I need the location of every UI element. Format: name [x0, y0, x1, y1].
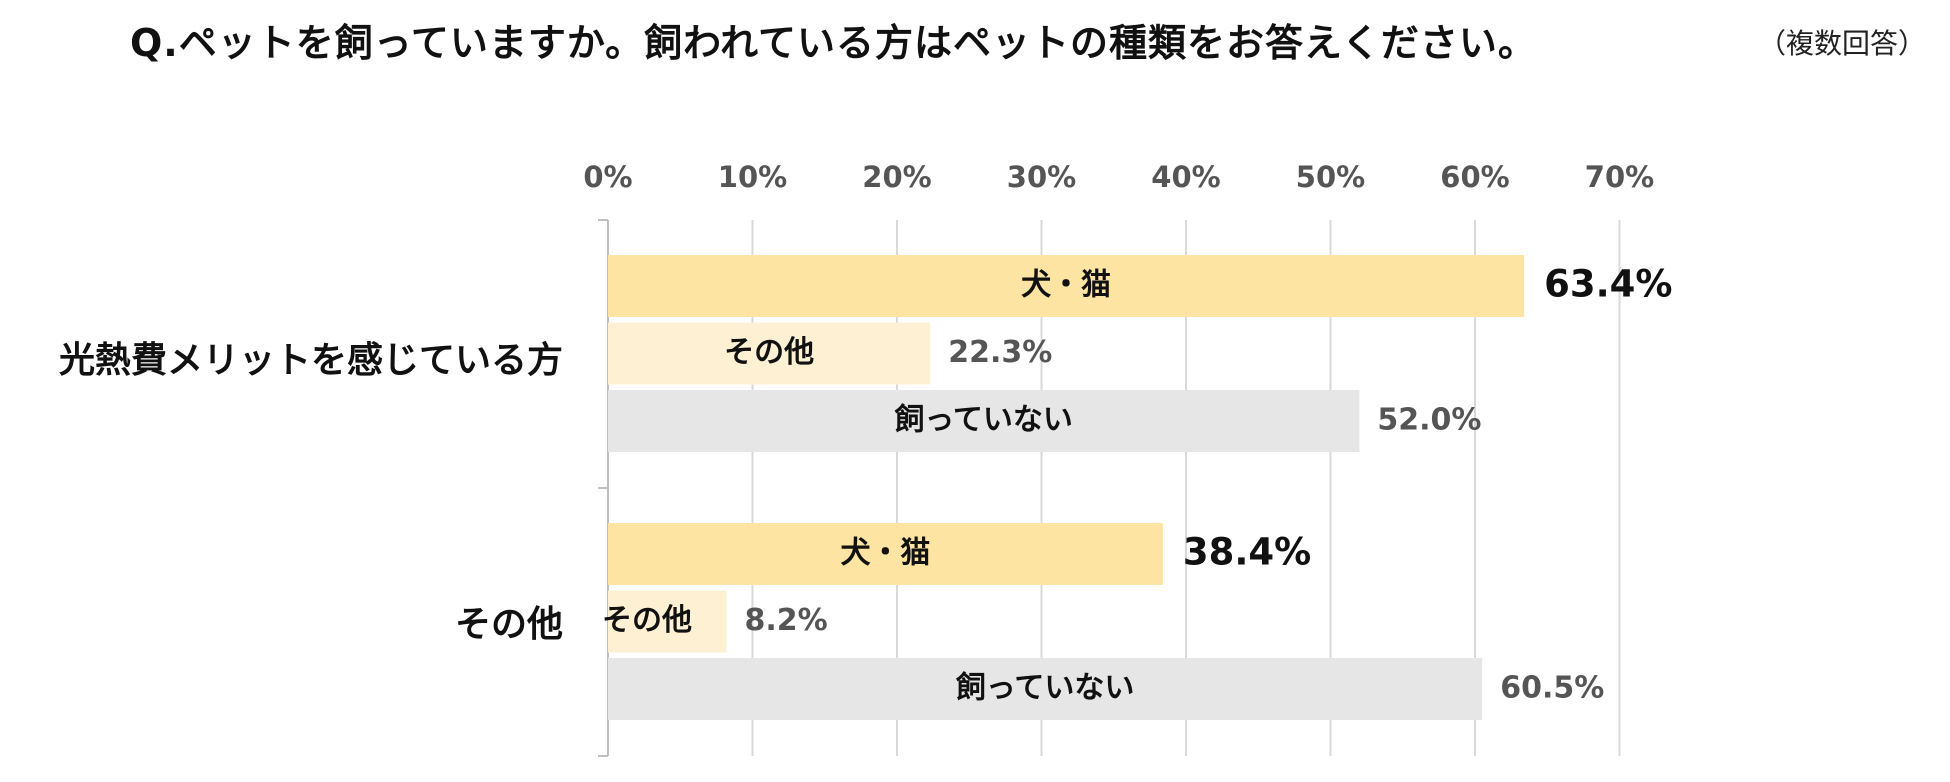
- category-label: 光熱費メリットを感じている方: [59, 340, 563, 381]
- data-label: 38.4%: [1183, 531, 1311, 574]
- bar-series-label: 犬・猫: [840, 536, 930, 571]
- category-label: その他: [455, 604, 563, 645]
- chart-title: Q.ペットを飼っていますか。飼われている方はペットの種類をお答えください。: [130, 21, 1537, 65]
- tick-layer: 0% 10% 20% 30% 40% 50% 60% 70%: [583, 160, 1654, 194]
- bar-series-label: 飼っていない: [894, 403, 1073, 438]
- bar: [608, 255, 1525, 317]
- data-label: 8.2%: [744, 603, 827, 638]
- bar: [608, 590, 727, 653]
- x-tick-label: 30%: [1007, 160, 1076, 194]
- bar: [608, 322, 931, 385]
- data-label: 52.0%: [1377, 403, 1481, 438]
- x-tick-label: 10%: [718, 160, 787, 194]
- chart-subtitle: （複数回答）: [1758, 27, 1927, 60]
- x-tick-label: 40%: [1151, 160, 1220, 194]
- data-label: 60.5%: [1500, 671, 1604, 706]
- bar: [608, 658, 1483, 720]
- x-tick-label: 70%: [1585, 160, 1654, 194]
- bar-series-label: 犬・猫: [1021, 268, 1111, 303]
- bar: [608, 390, 1360, 452]
- axis-layer: [598, 219, 609, 757]
- bar-series-label: 飼っていない: [956, 671, 1135, 706]
- x-tick-label: 60%: [1440, 160, 1509, 194]
- data-label: 63.4%: [1544, 263, 1672, 306]
- bar: [608, 523, 1163, 585]
- bar-series-label: その他: [724, 335, 814, 370]
- x-tick-label: 0%: [583, 160, 632, 194]
- bar-series-label: その他: [602, 603, 692, 638]
- x-tick-label: 50%: [1296, 160, 1365, 194]
- bar-layer: [608, 255, 1525, 720]
- x-tick-label: 20%: [862, 160, 931, 194]
- data-label: 22.3%: [948, 335, 1052, 370]
